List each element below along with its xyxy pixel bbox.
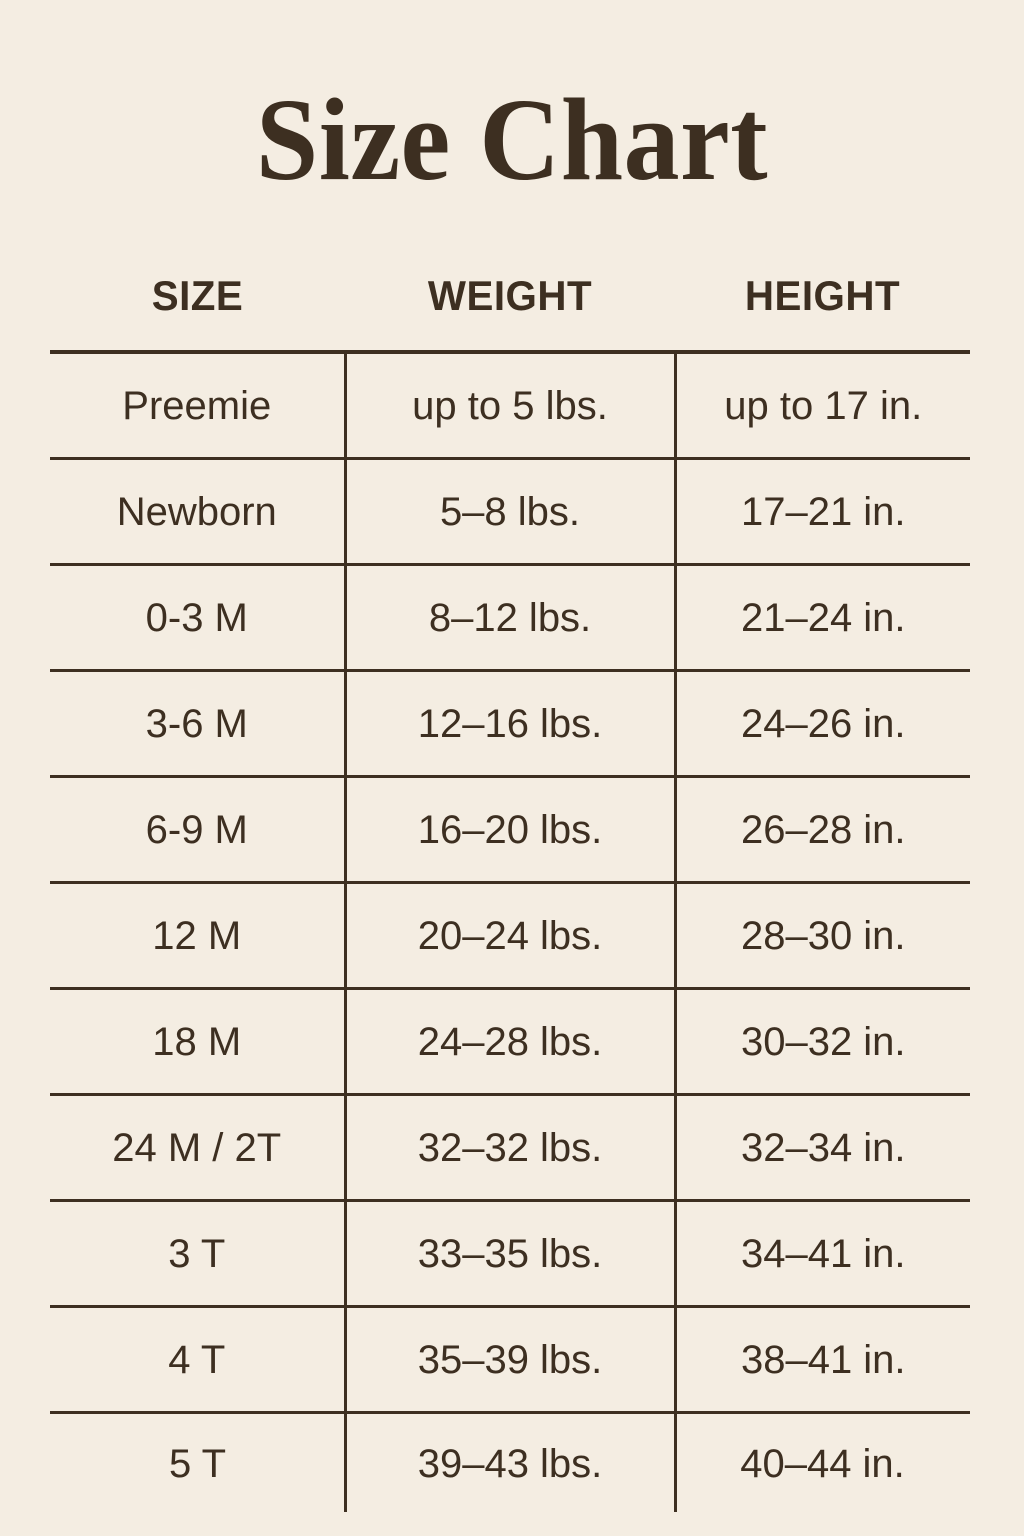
cell-weight: up to 5 lbs. [345,352,677,460]
cell-size: Newborn [50,458,347,566]
table-row: Preemie up to 5 lbs. up to 17 in. [50,352,970,460]
cell-height: 26–28 in. [675,776,970,884]
table-row: 18 M 24–28 lbs. 30–32 in. [50,988,970,1096]
cell-weight: 33–35 lbs. [345,1200,677,1308]
cell-height: 24–26 in. [675,670,970,778]
cell-height: up to 17 in. [675,352,970,460]
table-row: 0-3 M 8–12 lbs. 21–24 in. [50,564,970,672]
cell-weight: 39–43 lbs. [345,1412,677,1515]
cell-size: 5 T [50,1412,347,1515]
table-row: 3-6 M 12–16 lbs. 24–26 in. [50,670,970,778]
table-row: 4 T 35–39 lbs. 38–41 in. [50,1306,970,1414]
cell-weight: 20–24 lbs. [345,882,677,990]
cell-size: 0-3 M [50,564,347,672]
cell-size: 4 T [50,1306,347,1414]
cell-weight: 16–20 lbs. [345,776,677,884]
cell-height: 28–30 in. [675,882,970,990]
cell-size: 12 M [50,882,347,990]
table-row: Newborn 5–8 lbs. 17–21 in. [50,458,970,566]
column-header-weight: WEIGHT [427,272,593,319]
cell-size: 6-9 M [50,776,347,884]
cell-height: 38–41 in. [675,1306,970,1414]
cell-weight: 24–28 lbs. [345,988,677,1096]
cell-weight: 5–8 lbs. [345,458,677,566]
table-row: 24 M / 2T 32–32 lbs. 32–34 in. [50,1094,970,1202]
cell-height: 21–24 in. [675,564,970,672]
table-row: 5 T 39–43 lbs. 40–44 in. [50,1412,970,1515]
cell-size: 18 M [50,988,347,1096]
cell-height: 32–34 in. [675,1094,970,1202]
table-header: SIZE WEIGHT HEIGHT [50,272,970,352]
table-row: 3 T 33–35 lbs. 34–41 in. [50,1200,970,1308]
table-row: 12 M 20–24 lbs. 28–30 in. [50,882,970,990]
cell-size: Preemie [50,352,347,460]
cell-height: 30–32 in. [675,988,970,1096]
cell-height: 17–21 in. [675,458,970,566]
cell-weight: 12–16 lbs. [345,670,677,778]
cell-weight: 32–32 lbs. [345,1094,677,1202]
table-body: Preemie up to 5 lbs. up to 17 in. Newbor… [50,352,970,1514]
cell-weight: 35–39 lbs. [345,1306,677,1414]
cell-size: 24 M / 2T [50,1094,347,1202]
table-row: 6-9 M 16–20 lbs. 26–28 in. [50,776,970,884]
size-chart-table: SIZE WEIGHT HEIGHT Preemie up to 5 lbs. … [50,272,970,1514]
column-header-height: HEIGHT [744,272,901,319]
cell-size: 3-6 M [50,670,347,778]
cell-height: 34–41 in. [675,1200,970,1308]
column-header-size: SIZE [151,272,244,319]
page-title: Size Chart [255,74,769,205]
header-row: SIZE WEIGHT HEIGHT [50,272,970,352]
cell-weight: 8–12 lbs. [345,564,677,672]
cell-size: 3 T [50,1200,347,1308]
cell-height: 40–44 in. [740,1442,905,1486]
